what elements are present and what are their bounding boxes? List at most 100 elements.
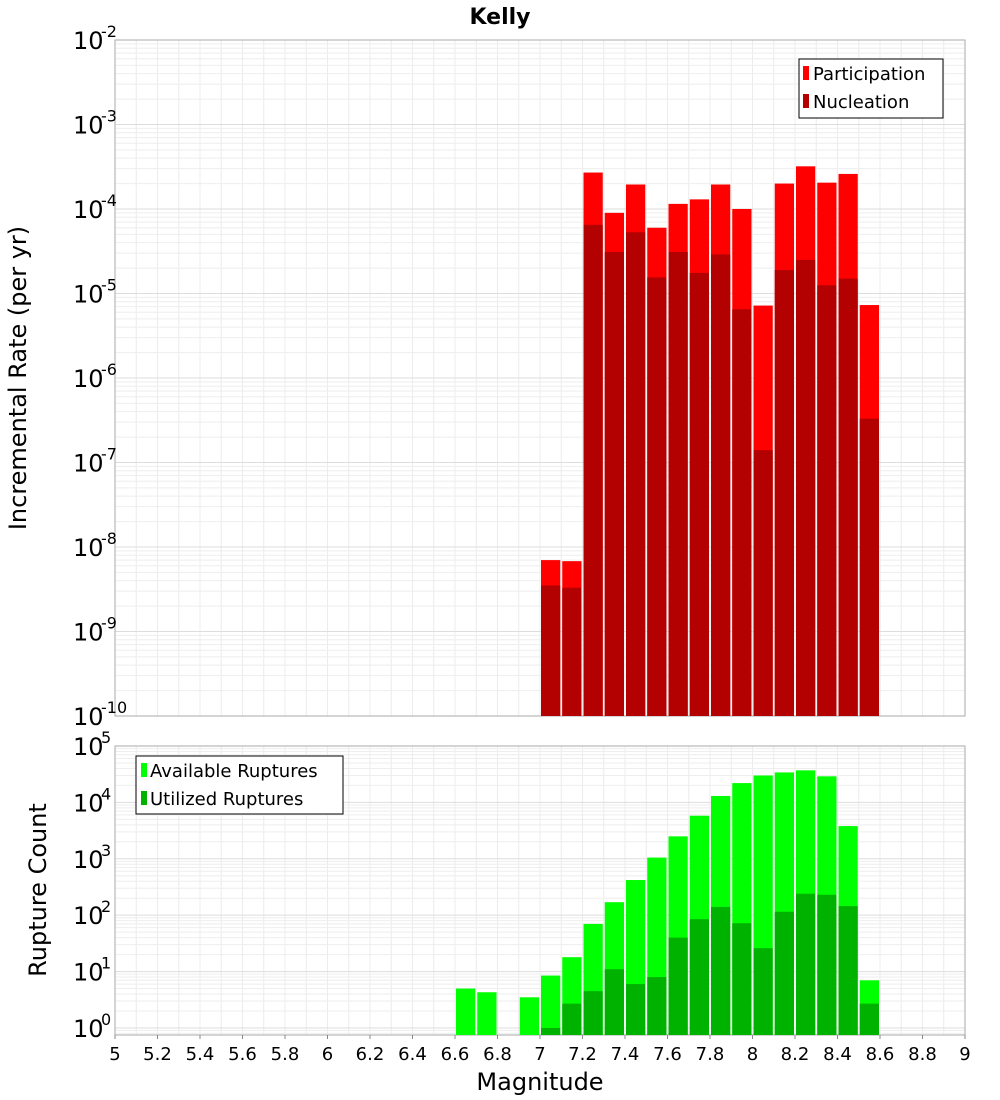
bar-nucleation-8.05 [753,450,773,716]
x-tick-label: 5.4 [186,1044,215,1065]
top-legend: Participation Nucleation [798,58,944,119]
y-tick-exponent: -9 [101,614,117,633]
chart-title: Kelly [469,5,530,30]
x-tick-label: 8.8 [908,1044,937,1065]
y-tick-exponent: 3 [101,841,111,860]
bar-nucleation-7.25 [583,224,603,716]
bar-utilized-ruptures-7.55 [647,977,667,1035]
bar-nucleation-7.45 [626,232,646,716]
bar-utilized-ruptures-8.05 [753,948,773,1035]
legend-swatch-participation [803,66,809,80]
x-axis-ticks: 5 5.2 5.4 5.6 5.8 6 6.2 6.4 6.6 6.8 7 7.2 7.4 7.6 7.8 8… [109,1035,971,1065]
bar-nucleation-7.05 [541,585,561,716]
x-tick-label: 5 [109,1044,120,1065]
bar-nucleation-7.55 [647,277,667,716]
x-tick-label: 7.2 [568,1044,597,1065]
x-tick-label: 8.2 [781,1044,810,1065]
y-tick-exponent: -10 [101,698,127,717]
y-tick-label: 10 [73,619,104,647]
top-plot-gridlines [114,40,966,717]
bar-available-ruptures-7.05 [541,975,561,1035]
top-legend-box [798,58,944,119]
bar-utilized-ruptures-7.85 [711,906,731,1035]
y-tick-exponent: -8 [101,529,117,548]
y-tick-exponent: -4 [101,191,117,210]
y-tick-label: 10 [73,789,104,817]
top-plot-frame [114,39,966,717]
legend-label-nucleation: Nucleation [813,92,909,113]
x-tick-label: 6.6 [441,1044,470,1065]
x-tick-label: 5.8 [271,1044,300,1065]
top-y-axis-label: Incremental Rate (per yr) [4,226,32,530]
bar-utilized-ruptures-7.35 [604,969,624,1035]
x-tick-label: 6.8 [483,1044,512,1065]
bar-utilized-ruptures-7.45 [626,984,646,1035]
y-tick-exponent: -6 [101,360,117,379]
y-tick-exponent: 2 [101,897,111,916]
y-tick-exponent: -2 [101,22,117,41]
bar-nucleation-8.35 [817,285,837,716]
bar-nucleation-7.95 [732,309,752,716]
bottom-legend: Available Ruptures Utilized Ruptures [135,755,344,815]
bar-nucleation-8.45 [838,278,858,716]
x-tick-label: 5.6 [228,1044,257,1065]
bar-utilized-ruptures-8.15 [774,911,794,1035]
bar-utilized-ruptures-8.55 [859,1003,879,1035]
bar-available-ruptures-6.75 [477,992,497,1035]
y-tick-label: 10 [73,27,104,55]
y-tick-label: 10 [73,196,104,224]
x-tick-label: 7.8 [696,1044,725,1065]
x-tick-label: 8 [747,1044,758,1065]
y-tick-exponent: 4 [101,784,111,803]
top-plot-bars [541,166,879,717]
y-tick-label: 10 [73,365,104,393]
y-tick-label: 10 [73,733,104,761]
bar-nucleation-7.15 [562,587,582,716]
x-tick-label: 7.4 [611,1044,640,1065]
bar-nucleation-8.25 [796,259,816,716]
bar-utilized-ruptures-7.05 [541,1027,561,1035]
y-tick-exponent: -7 [101,445,117,464]
x-tick-label: 6.2 [356,1044,385,1065]
y-tick-label: 10 [73,703,104,731]
bar-nucleation-7.85 [711,254,731,716]
bottom-y-axis-label: Rupture Count [24,803,52,977]
y-tick-exponent: 0 [101,1010,111,1029]
x-tick-label: 5.2 [143,1044,172,1065]
legend-label-utilized-ruptures: Utilized Ruptures [150,789,303,810]
bar-utilized-ruptures-7.65 [668,937,688,1035]
bar-utilized-ruptures-7.95 [732,923,752,1035]
y-tick-exponent: 1 [101,954,111,973]
bar-utilized-ruptures-7.25 [583,991,603,1035]
y-tick-label: 10 [73,959,104,987]
bar-available-ruptures-6.95 [519,997,539,1035]
bar-nucleation-7.35 [604,251,624,717]
bar-utilized-ruptures-7.15 [562,1003,582,1035]
bar-nucleation-8.55 [859,418,879,716]
y-tick-label: 10 [73,281,104,309]
bar-utilized-ruptures-8.45 [838,906,858,1035]
x-tick-label: 7 [534,1044,545,1065]
x-tick-label: 6 [322,1044,333,1065]
y-tick-label: 10 [73,534,104,562]
y-tick-label: 10 [73,902,104,930]
x-tick-label: 6.4 [398,1044,427,1065]
bar-nucleation-8.15 [774,269,794,716]
bar-utilized-ruptures-8.35 [817,894,837,1035]
x-axis-label: Magnitude [476,1068,603,1096]
x-tick-label: 8.4 [823,1044,852,1065]
y-tick-label: 10 [73,1015,104,1043]
y-tick-exponent: -5 [101,276,117,295]
legend-swatch-utilized-ruptures [141,791,147,805]
y-tick-exponent: -3 [101,107,117,126]
bar-nucleation-7.75 [689,272,709,716]
bar-nucleation-7.65 [668,251,688,717]
legend-label-available-ruptures: Available Ruptures [150,761,318,782]
x-tick-label: 7.6 [653,1044,682,1065]
y-tick-label: 10 [73,450,104,478]
y-tick-label: 10 [73,846,104,874]
legend-label-participation: Participation [813,64,925,85]
